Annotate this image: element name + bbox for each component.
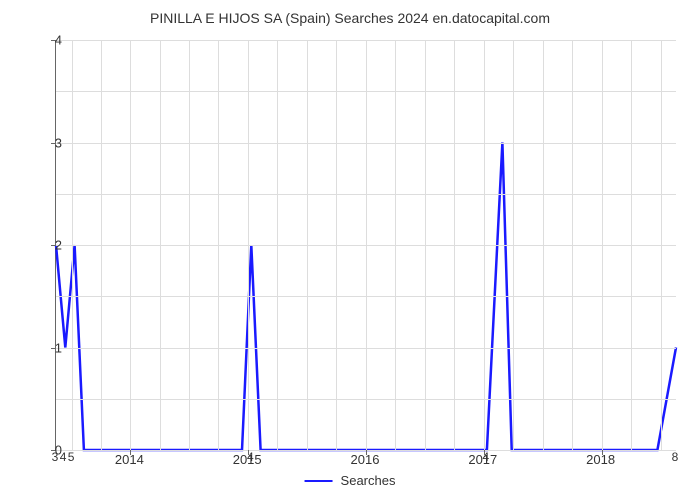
gridline-v	[395, 40, 396, 450]
legend-swatch	[305, 480, 333, 482]
gridline-v	[513, 40, 514, 450]
y-tick-label: 3	[22, 135, 62, 150]
data-point-label: 5	[68, 450, 75, 464]
y-tick-label: 2	[22, 238, 62, 253]
gridline-v	[72, 40, 73, 450]
x-tick-label: 2016	[351, 452, 380, 467]
x-tick-label: 2014	[115, 452, 144, 467]
gridline-v	[602, 40, 603, 450]
gridline-v	[307, 40, 308, 450]
gridline-v	[101, 40, 102, 450]
gridline-v	[572, 40, 573, 450]
chart-container: PINILLA E HIJOS SA (Spain) Searches 2024…	[10, 10, 690, 490]
gridline-v	[543, 40, 544, 450]
gridline-v	[454, 40, 455, 450]
gridline-v	[189, 40, 190, 450]
gridline-v	[336, 40, 337, 450]
gridline-v	[366, 40, 367, 450]
gridline-v	[130, 40, 131, 450]
legend: Searches	[305, 473, 396, 488]
data-point-label: 4	[247, 450, 254, 464]
gridline-v	[277, 40, 278, 450]
x-tick-label: 2018	[586, 452, 615, 467]
gridline-v	[218, 40, 219, 450]
legend-label: Searches	[341, 473, 396, 488]
data-point-label: 8	[672, 450, 679, 464]
gridline-v	[425, 40, 426, 450]
gridline-v	[631, 40, 632, 450]
gridline-v	[484, 40, 485, 450]
gridline-v	[661, 40, 662, 450]
gridline-v	[248, 40, 249, 450]
data-point-label: 4	[60, 450, 67, 464]
data-point-label: 3	[52, 450, 59, 464]
chart-title: PINILLA E HIJOS SA (Spain) Searches 2024…	[10, 10, 690, 26]
data-point-label: 4	[483, 450, 490, 464]
y-tick-label: 4	[22, 33, 62, 48]
plot-area	[55, 40, 676, 451]
y-tick-label: 1	[22, 340, 62, 355]
gridline-v	[160, 40, 161, 450]
